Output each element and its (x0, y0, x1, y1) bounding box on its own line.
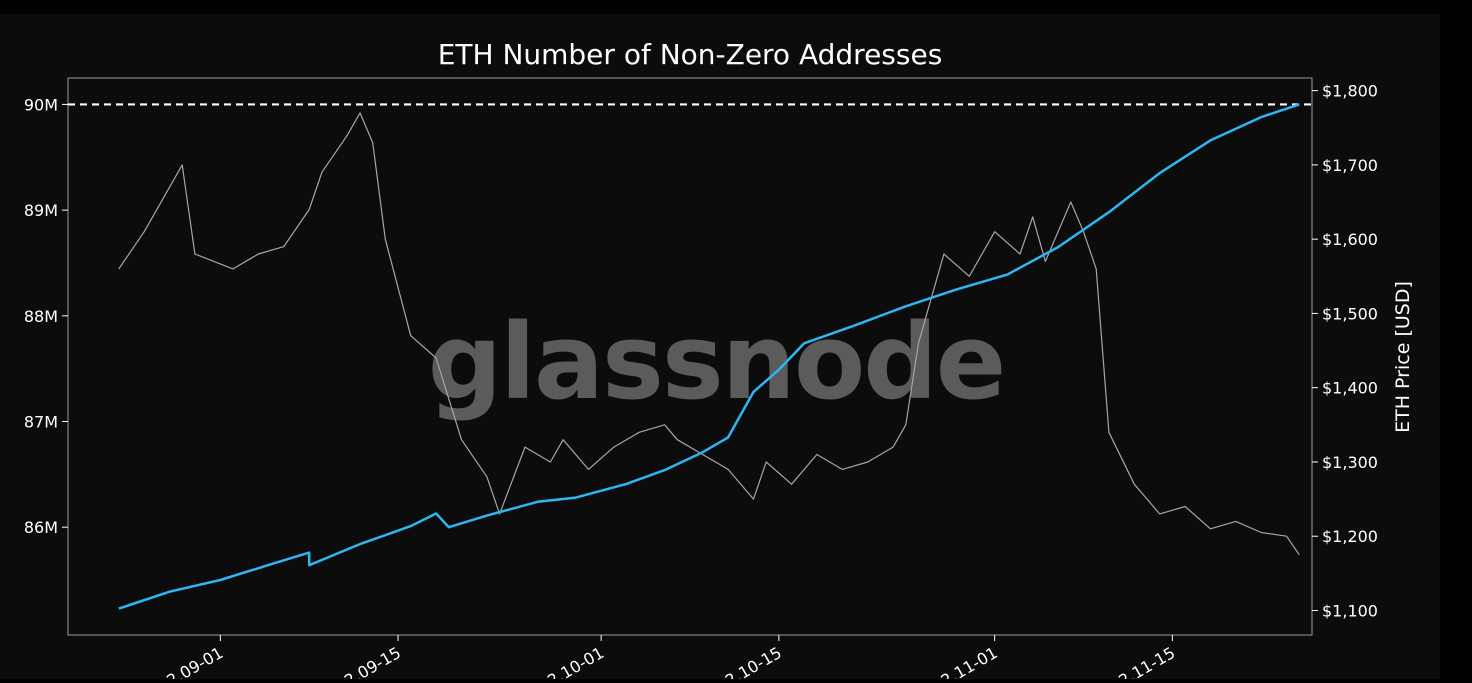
left-tick-label: 90M (24, 95, 58, 114)
y-axis-right-label: ETH Price [USD] (1392, 281, 1414, 433)
right-tick-label: $1,600 (1322, 230, 1378, 249)
chart-background (0, 14, 1440, 679)
non-zero-addresses-line (118, 103, 1300, 610)
right-tick-label: $1,400 (1322, 379, 1378, 398)
left-axis-ticks: 90M 89M 88M 87M 86M (24, 95, 68, 537)
left-tick-label: 89M (24, 201, 58, 220)
right-tick-label: $1,700 (1322, 156, 1378, 175)
series-layer (68, 103, 1312, 610)
right-tick-label: $1,300 (1322, 453, 1378, 472)
watermark: glassnode (428, 301, 1005, 423)
right-tick-label: $1,500 (1322, 304, 1378, 323)
left-tick-label: 87M (24, 413, 58, 432)
right-tick-label: $1,200 (1322, 527, 1378, 546)
right-tick-label: $1,800 (1322, 82, 1378, 101)
chart-title: ETH Number of Non-Zero Addresses (438, 38, 943, 71)
right-tick-label: $1,100 (1322, 601, 1378, 620)
right-axis-ticks: $1,800 $1,700 $1,600 $1,500 $1,400 $1,300 $1,2… (1312, 82, 1378, 620)
plot-frame (67, 77, 1313, 636)
left-tick-label: 88M (24, 307, 58, 326)
eth-price-line (118, 112, 1300, 556)
left-tick-label: 86M (24, 518, 58, 537)
